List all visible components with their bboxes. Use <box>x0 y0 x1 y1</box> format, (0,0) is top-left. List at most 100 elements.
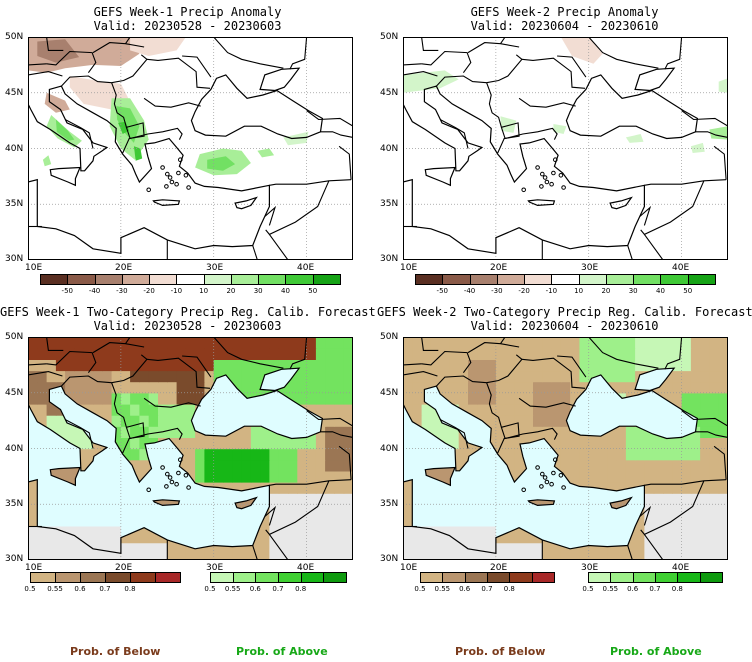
colorbar-swatch <box>632 572 656 583</box>
prob-cell <box>616 448 627 461</box>
colorbar-tick: 40 <box>655 287 665 295</box>
prob-cell <box>616 459 627 472</box>
country-border <box>639 505 652 526</box>
prob-cell <box>306 437 317 450</box>
island <box>169 479 175 485</box>
prob-cell <box>616 482 627 494</box>
prob-cell <box>315 437 326 450</box>
colorbar-swatch <box>633 274 662 285</box>
prob-cell <box>306 493 317 505</box>
prob-cell <box>430 359 441 372</box>
colorbar-tick: 0.5 <box>24 585 36 593</box>
prob-cell <box>278 493 289 505</box>
prob-cell <box>403 381 413 394</box>
colorbar-tick: 0.8 <box>503 585 515 593</box>
prob-cell <box>458 359 469 372</box>
prob-cell <box>718 359 728 372</box>
prob-cell <box>213 448 224 461</box>
prob-cell <box>334 392 345 405</box>
prob-cell <box>440 359 450 372</box>
island-fill <box>50 467 80 486</box>
coastline <box>259 367 301 392</box>
prob-cell <box>269 437 280 450</box>
prob-cell <box>325 359 335 372</box>
nodata-region <box>269 209 353 260</box>
country-border <box>521 357 586 389</box>
prob-cell <box>325 504 335 517</box>
prob-cell <box>315 448 326 461</box>
island <box>183 473 189 478</box>
colorbar-tick: -20 <box>518 287 530 295</box>
colorbar-swatch <box>105 572 131 583</box>
colorbar-tick: 0.55 <box>602 585 619 593</box>
prob-cell <box>542 392 553 405</box>
prob-cell <box>111 370 122 383</box>
colorbar-tick: 0.55 <box>47 585 63 593</box>
prob-cell <box>690 348 701 360</box>
prob-cell <box>315 459 326 472</box>
prob-cell <box>718 493 728 505</box>
country-border <box>125 427 183 440</box>
prob-cell <box>403 348 413 360</box>
prob-cell <box>551 337 562 349</box>
country-border <box>268 234 289 260</box>
prob-cell <box>306 548 317 560</box>
prob-cell <box>403 504 413 517</box>
island-fill <box>425 467 455 486</box>
colorbar-tick: 0.8 <box>295 585 307 593</box>
lat-label: 30N <box>5 554 24 564</box>
prob-cell <box>334 403 345 416</box>
country-border <box>320 131 353 149</box>
prob-cell <box>185 426 196 438</box>
prob-cell <box>269 548 280 560</box>
prob-cell <box>690 482 701 494</box>
island <box>544 179 550 185</box>
lat-label: 30N <box>5 254 24 264</box>
anomaly-colorbar-week2: -50 -40 -30 -20 -10 10 20 30 40 50 <box>415 274 716 296</box>
colorbar-tick: -40 <box>463 287 476 295</box>
prob-cell <box>325 348 335 360</box>
prob-cell <box>111 381 122 394</box>
prob-cell <box>297 370 308 383</box>
prob-cell <box>28 493 38 505</box>
prob-cell <box>681 526 692 539</box>
prob-cell <box>570 348 580 360</box>
island <box>544 479 550 485</box>
prob-cell <box>278 348 289 360</box>
prob-cell <box>232 359 243 372</box>
prob-cell <box>334 504 345 517</box>
prob-cell <box>458 337 469 349</box>
prob-cell <box>551 381 562 394</box>
prob-cell <box>37 415 48 427</box>
prob-cell <box>635 537 645 550</box>
prob-cell <box>653 504 664 517</box>
prob-cell <box>325 493 335 505</box>
prob-cell <box>690 337 701 349</box>
country-border <box>28 71 63 77</box>
prob-cell <box>412 415 423 427</box>
prob-cell <box>607 337 618 349</box>
prob-cell <box>204 459 215 472</box>
colorbar-swatch <box>55 572 81 583</box>
prob-cell <box>403 359 413 372</box>
island <box>558 173 564 178</box>
prob-cell <box>700 459 710 472</box>
prob-cell <box>241 470 252 483</box>
prob-cell <box>343 448 353 461</box>
country-border <box>28 363 47 366</box>
prob-cell <box>102 348 113 360</box>
prob-cell <box>176 403 187 416</box>
prob-cell <box>449 426 460 438</box>
prob-cell <box>560 548 571 560</box>
prob-cell <box>241 381 252 394</box>
prob-cell <box>672 359 683 372</box>
prob-cell <box>176 370 187 383</box>
prob-cell <box>343 348 353 360</box>
prob-cell <box>315 359 326 372</box>
prob-cell <box>644 359 655 372</box>
coastline <box>634 367 676 392</box>
lat-label: 50N <box>5 332 24 342</box>
prob-cell <box>672 348 683 360</box>
colorbar-swatch <box>605 274 635 285</box>
prob-cell <box>46 403 57 416</box>
